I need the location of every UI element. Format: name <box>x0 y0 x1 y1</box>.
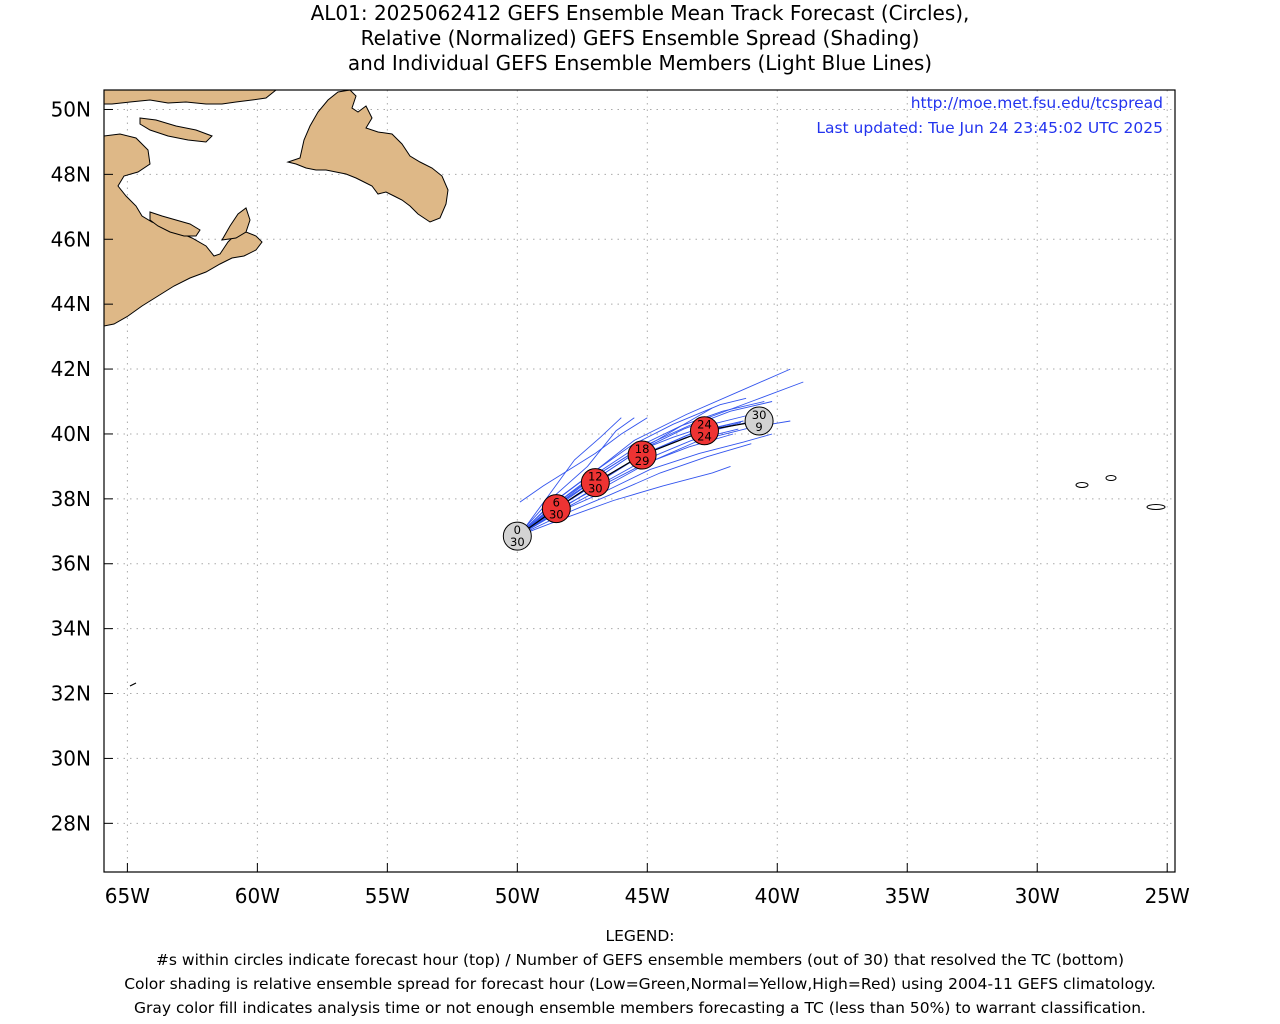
grid-lines <box>104 90 1175 872</box>
lat-tick-label: 36N <box>51 552 91 576</box>
legend-line-3: Gray color fill indicates analysis time … <box>134 999 1146 1017</box>
forecast-circle-marker <box>580 468 610 498</box>
forecast-circle: 030 <box>502 521 532 551</box>
land-maritimes <box>104 90 277 105</box>
land-pei <box>149 211 201 237</box>
island-azores-2 <box>1105 475 1117 481</box>
title-line-2: Relative (Normalized) GEFS Ensemble Spre… <box>360 26 920 50</box>
forecast-hour-label: 6 <box>553 496 560 510</box>
forecast-circle-marker <box>502 521 532 551</box>
island-bermuda <box>129 682 137 687</box>
land-cape-breton <box>221 207 251 241</box>
lat-tick-label: 38N <box>51 487 91 511</box>
plot-frame <box>103 89 1176 873</box>
forecast-circle-marker <box>744 406 774 436</box>
legend-line-1: #s within circles indicate forecast hour… <box>155 951 1125 969</box>
lat-tick-label: 34N <box>51 617 91 641</box>
lon-tick-label: 55W <box>365 884 410 908</box>
member-track <box>516 417 635 537</box>
lon-tick-label: 65W <box>105 884 150 908</box>
lon-tick-label: 25W <box>1145 884 1190 908</box>
lat-tick-label: 28N <box>51 811 91 835</box>
lat-tick-label: 30N <box>51 746 91 770</box>
lat-tick-label: 44N <box>51 292 91 316</box>
forecast-hour-label: 24 <box>697 418 712 432</box>
member-count-label: 9 <box>755 420 762 434</box>
lat-tick-label: 48N <box>51 162 91 186</box>
axis-ticks: 65W 60W 55W 50W 45W 40W 35W 30W 25W 50N 48N 46N 44N 4… <box>51 97 1190 908</box>
info-url[interactable]: http://moe.met.fsu.edu/tcspread <box>911 94 1163 112</box>
legend: LEGEND: #s within circles indicate forec… <box>0 924 1280 1020</box>
lon-tick-label: 50W <box>495 884 540 908</box>
forecast-hour-label: 0 <box>514 523 521 537</box>
land-gaspe <box>104 133 263 327</box>
title-line-3: and Individual GEFS Ensemble Members (Li… <box>347 51 933 75</box>
forecast-circle: 630 <box>541 494 571 524</box>
forecast-hour-label: 30 <box>752 408 767 422</box>
lat-tick-label: 50N <box>51 97 91 121</box>
lat-tick-label: 46N <box>51 227 91 251</box>
lat-tick-label: 32N <box>51 682 91 706</box>
island-azores-1 <box>1075 482 1089 488</box>
member-count-label: 29 <box>635 454 650 468</box>
member-count-label: 30 <box>549 508 564 522</box>
forecast-circle-marker <box>541 494 571 524</box>
forecast-hour-label: 12 <box>588 470 603 484</box>
lat-tick-label: 40N <box>51 422 91 446</box>
member-count-label: 30 <box>588 482 603 496</box>
info-updated: Last updated: Tue Jun 24 23:45:02 UTC 20… <box>816 119 1163 137</box>
lon-tick-label: 40W <box>755 884 800 908</box>
island-azores-3 <box>1146 504 1166 510</box>
land-layer <box>104 90 449 327</box>
lon-tick-label: 30W <box>1015 884 1060 908</box>
forecast-hour-label: 18 <box>635 442 650 456</box>
title-line-1: AL01: 2025062412 GEFS Ensemble Mean Trac… <box>310 1 970 25</box>
land-anticosti <box>139 117 213 143</box>
member-count-label: 24 <box>697 430 712 444</box>
forecast-circle-marker <box>689 416 719 446</box>
lon-tick-label: 45W <box>625 884 670 908</box>
forecast-circle: 309 <box>744 406 774 436</box>
lon-tick-label: 60W <box>235 884 280 908</box>
legend-line-2: Color shading is relative ensemble sprea… <box>124 975 1156 993</box>
member-track <box>519 417 648 503</box>
lat-tick-label: 42N <box>51 357 91 381</box>
forecast-circle-marker <box>627 440 657 470</box>
land-newfoundland <box>286 90 449 223</box>
lon-tick-label: 35W <box>885 884 930 908</box>
member-track <box>519 417 622 535</box>
legend-heading: LEGEND: <box>605 927 675 945</box>
member-count-label: 30 <box>510 535 525 549</box>
map-title: AL01: 2025062412 GEFS Ensemble Mean Trac… <box>0 1 1280 76</box>
